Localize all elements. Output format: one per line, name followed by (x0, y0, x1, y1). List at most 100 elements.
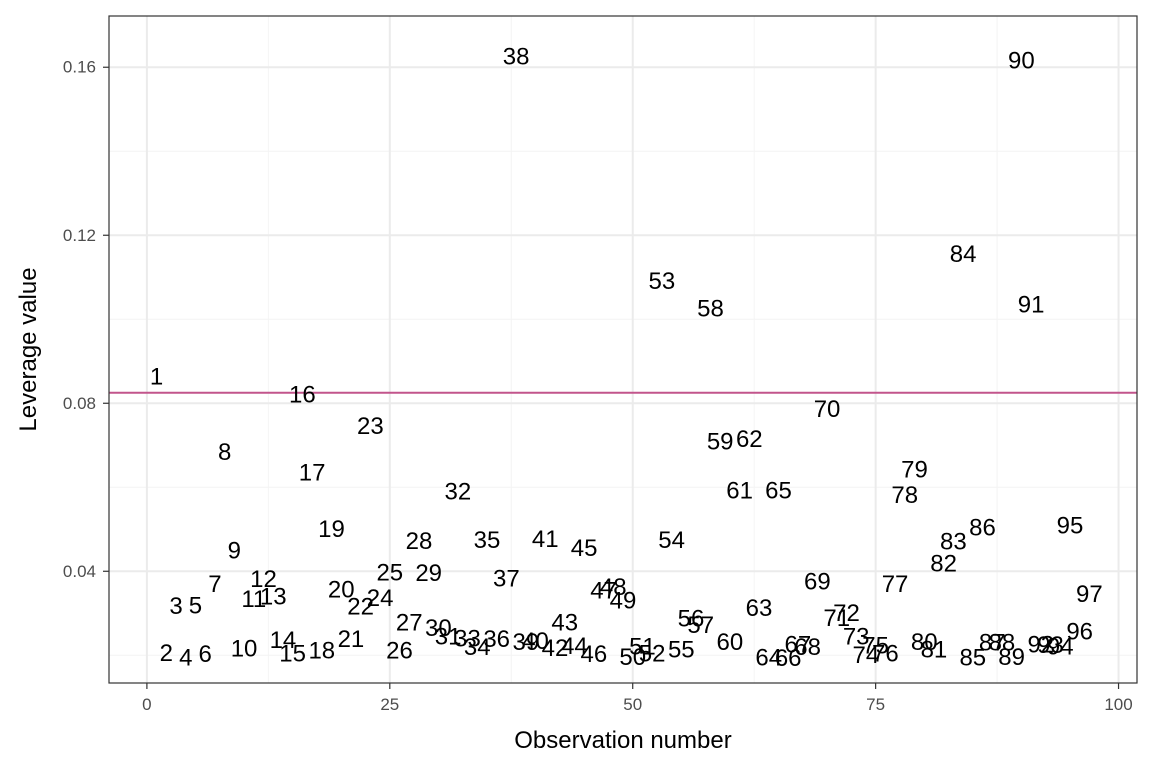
point-label-17: 17 (299, 459, 326, 486)
point-label-43: 43 (551, 609, 578, 636)
point-label-67: 67 (785, 632, 812, 659)
point-label-89: 89 (998, 644, 1025, 671)
minor-gridlines (109, 16, 1137, 683)
point-label-34: 34 (464, 634, 491, 661)
point-label-62: 62 (736, 426, 763, 453)
point-label-55: 55 (668, 637, 695, 664)
y-tick-label-2: 0.12 (63, 226, 96, 245)
point-label-65: 65 (765, 478, 792, 505)
point-label-64: 64 (755, 645, 782, 672)
y-axis-title: Leverage value (15, 267, 42, 431)
point-label-30: 30 (425, 615, 452, 642)
panel-border (108, 15, 1138, 684)
point-label-1: 1 (150, 363, 163, 390)
x-axis-ticks: 0 25 50 75 100 (142, 683, 1133, 714)
point-label-56: 56 (678, 606, 705, 633)
point-label-79: 79 (901, 457, 928, 484)
point-label-50: 50 (619, 644, 646, 671)
point-label-29: 29 (415, 560, 442, 587)
point-label-97: 97 (1076, 581, 1103, 608)
point-label-24: 24 (367, 585, 394, 612)
point-label-2: 2 (160, 640, 173, 667)
point-label-7: 7 (208, 571, 221, 598)
point-label-90: 90 (1008, 47, 1035, 74)
point-label-91: 91 (1018, 291, 1045, 318)
point-label-26: 26 (386, 638, 413, 665)
point-label-80: 80 (911, 629, 938, 656)
point-label-47: 47 (590, 578, 617, 605)
point-label-37: 37 (493, 565, 520, 592)
point-label-71: 71 (823, 605, 850, 632)
point-label-18: 18 (308, 638, 335, 665)
point-label-54: 54 (658, 527, 685, 554)
point-label-87: 87 (979, 630, 1006, 657)
point-label-86: 86 (969, 515, 996, 542)
point-label-52: 52 (639, 641, 666, 668)
point-label-92: 92 (1027, 632, 1054, 659)
point-label-44: 44 (561, 633, 588, 660)
point-label-70: 70 (814, 396, 841, 423)
point-label-68: 68 (794, 634, 821, 661)
point-label-46: 46 (580, 641, 607, 668)
point-label-38: 38 (503, 44, 530, 71)
point-label-58: 58 (697, 296, 724, 323)
point-label-61: 61 (726, 478, 753, 505)
point-label-20: 20 (328, 577, 355, 604)
point-label-59: 59 (707, 428, 734, 455)
point-label-76: 76 (872, 641, 899, 668)
y-tick-label-3: 0.16 (63, 58, 96, 77)
point-label-13: 13 (260, 583, 287, 610)
point-labels: 1234567891011121314151617181920212223242… (150, 44, 1103, 672)
point-label-15: 15 (279, 641, 306, 668)
point-label-94: 94 (1047, 633, 1074, 660)
point-label-12: 12 (250, 566, 277, 593)
point-label-32: 32 (444, 478, 471, 505)
x-tick-label-1: 25 (380, 695, 399, 714)
y-tick-label-0: 0.04 (63, 562, 96, 581)
x-axis-title: Observation number (514, 727, 731, 754)
point-label-28: 28 (406, 528, 433, 555)
point-label-72: 72 (833, 600, 860, 627)
y-tick-label-1: 0.08 (63, 394, 96, 413)
point-label-14: 14 (270, 627, 297, 654)
point-label-53: 53 (649, 268, 676, 295)
point-label-75: 75 (862, 633, 889, 660)
point-label-41: 41 (532, 526, 559, 553)
point-label-49: 49 (610, 588, 637, 615)
point-label-74: 74 (853, 642, 880, 669)
point-label-73: 73 (843, 623, 870, 650)
point-label-42: 42 (542, 635, 569, 662)
point-label-95: 95 (1057, 512, 1084, 539)
point-label-22: 22 (347, 593, 374, 620)
point-label-31: 31 (435, 623, 462, 650)
x-tick-label-3: 75 (866, 695, 885, 714)
point-label-27: 27 (396, 609, 423, 636)
point-label-48: 48 (600, 574, 627, 601)
point-label-5: 5 (189, 593, 202, 620)
point-label-10: 10 (231, 635, 258, 662)
point-label-19: 19 (318, 516, 345, 543)
point-label-11: 11 (241, 586, 266, 613)
point-label-66: 66 (775, 645, 802, 672)
point-label-23: 23 (357, 413, 384, 440)
point-label-6: 6 (199, 641, 212, 668)
point-label-63: 63 (746, 595, 773, 622)
point-label-25: 25 (376, 559, 403, 586)
point-label-3: 3 (169, 593, 182, 620)
point-label-40: 40 (522, 628, 549, 655)
point-label-78: 78 (891, 482, 918, 509)
point-label-35: 35 (474, 527, 501, 554)
point-label-96: 96 (1066, 619, 1093, 646)
point-label-88: 88 (989, 630, 1016, 657)
point-label-69: 69 (804, 568, 831, 595)
point-label-16: 16 (289, 381, 316, 408)
point-label-4: 4 (179, 645, 192, 672)
point-label-9: 9 (228, 538, 241, 565)
point-label-60: 60 (717, 629, 744, 656)
point-label-45: 45 (571, 535, 598, 562)
point-label-83: 83 (940, 528, 967, 555)
point-label-85: 85 (959, 644, 986, 671)
point-label-93: 93 (1037, 632, 1064, 659)
